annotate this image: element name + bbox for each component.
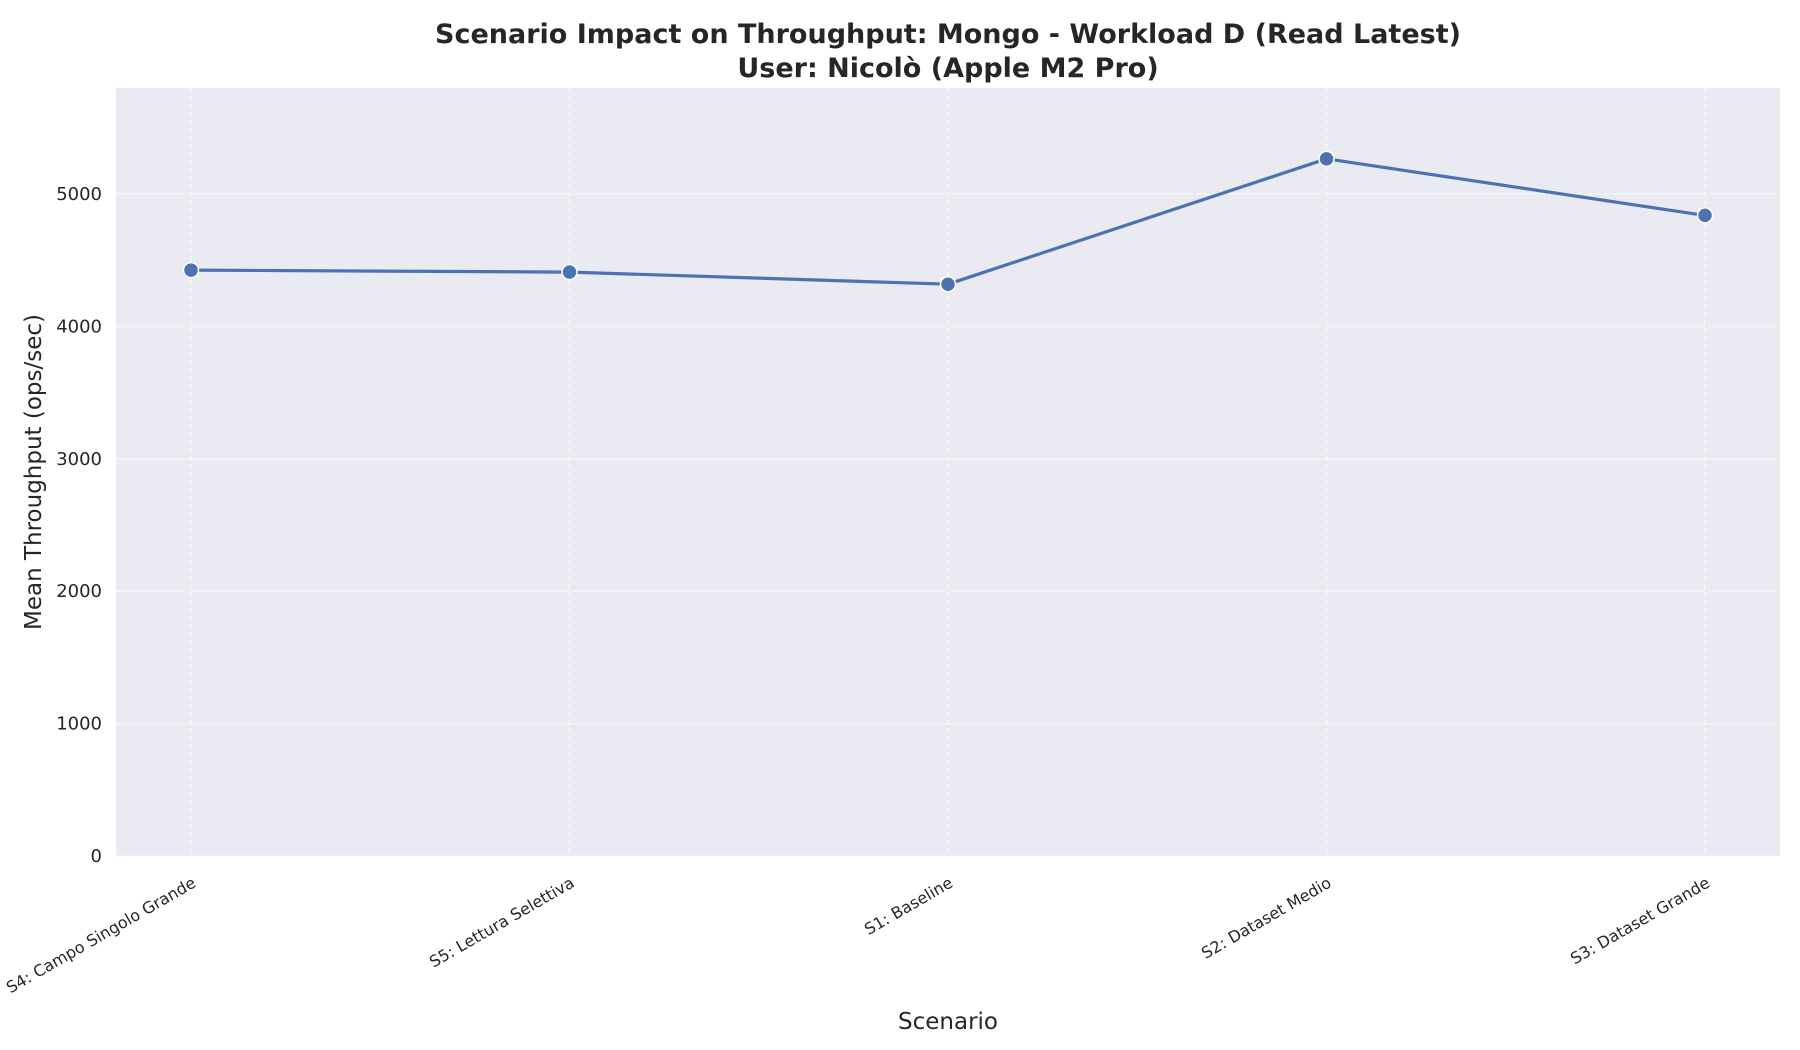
x-tick-label: S3: Dataset Grande	[1567, 873, 1713, 968]
y-tick-label: 3000	[56, 449, 102, 470]
data-point	[561, 263, 578, 281]
y-tick-label: 0	[91, 846, 102, 867]
data-points	[182, 150, 1714, 293]
data-point	[182, 261, 200, 279]
x-tick-label: S4: Campo Singolo Grande	[3, 873, 199, 997]
x-axis-label: Scenario	[898, 1009, 998, 1035]
y-tick-label: 5000	[56, 184, 102, 205]
y-tick-label: 1000	[56, 714, 102, 735]
data-point	[939, 275, 957, 293]
chart-subtitle: User: Nicolò (Apple M2 Pro)	[737, 53, 1158, 84]
y-tick-label: 4000	[56, 316, 102, 337]
data-point	[1318, 150, 1335, 168]
chart-title: Scenario Impact on Throughput: Mongo - W…	[435, 19, 1461, 50]
y-tick-label: 2000	[56, 581, 102, 602]
y-axis-ticks: 0 1000 2000 3000 4000 5000	[56, 184, 102, 867]
y-axis-label: Mean Throughput (ops/sec)	[21, 314, 47, 630]
data-point	[1696, 207, 1714, 224]
x-tick-label: S5: Lettura Selettiva	[426, 873, 578, 971]
x-tick-label: S2: Dataset Medio	[1198, 873, 1334, 963]
x-axis-ticks: S4: Campo Singolo Grande S5: Lettura Sele…	[3, 873, 1713, 997]
x-tick-label: S1: Baseline	[861, 873, 956, 939]
